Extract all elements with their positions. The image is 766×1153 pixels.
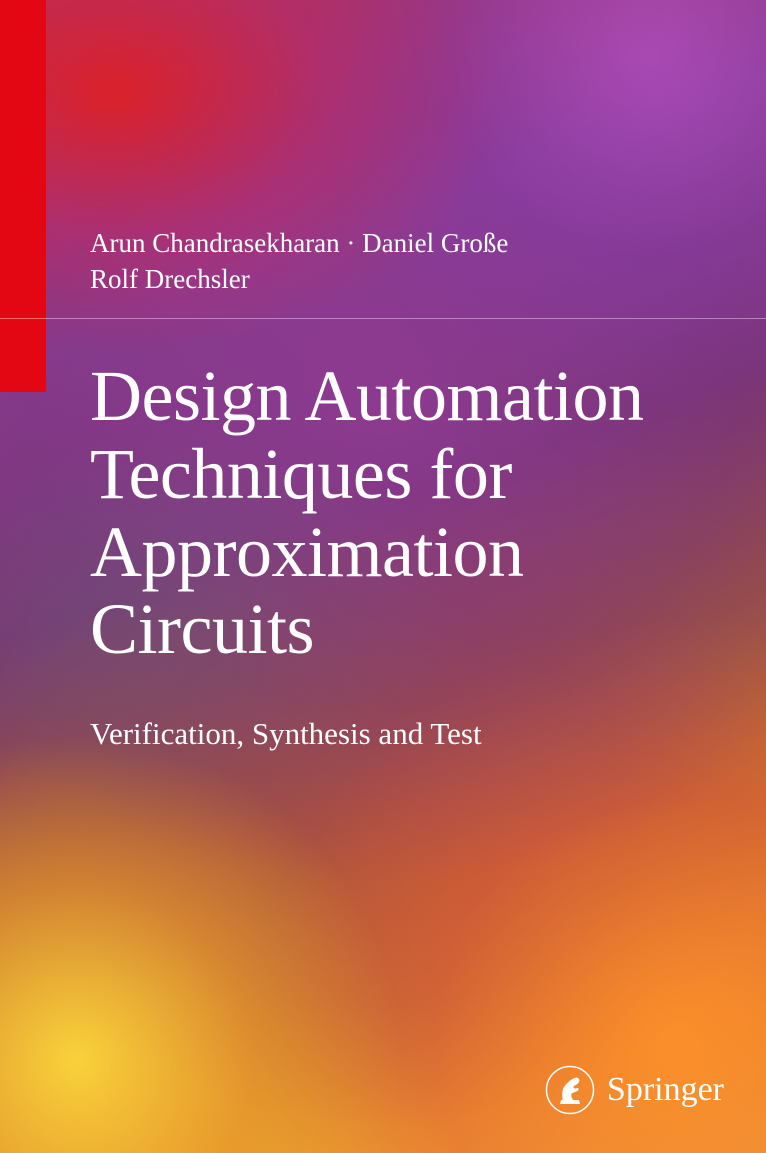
authors-line-1: Arun Chandrasekharan · Daniel Große — [90, 225, 508, 261]
horizontal-divider — [0, 318, 766, 319]
authors-line-2: Rolf Drechsler — [90, 261, 508, 297]
publisher-block: Springer — [545, 1065, 724, 1115]
title-line-4: Circuits — [90, 591, 643, 669]
title-line-1: Design Automation — [90, 358, 643, 436]
publisher-name: Springer — [607, 1071, 724, 1109]
chess-knight-icon — [545, 1065, 595, 1115]
title-line-2: Techniques for — [90, 436, 643, 514]
accent-bar — [0, 0, 46, 392]
authors-block: Arun Chandrasekharan · Daniel Große Rolf… — [90, 225, 508, 298]
book-subtitle: Verification, Synthesis and Test — [90, 716, 482, 752]
title-line-3: Approximation — [90, 514, 643, 592]
book-title: Design Automation Techniques for Approxi… — [90, 358, 643, 669]
book-cover: Arun Chandrasekharan · Daniel Große Rolf… — [0, 0, 766, 1153]
